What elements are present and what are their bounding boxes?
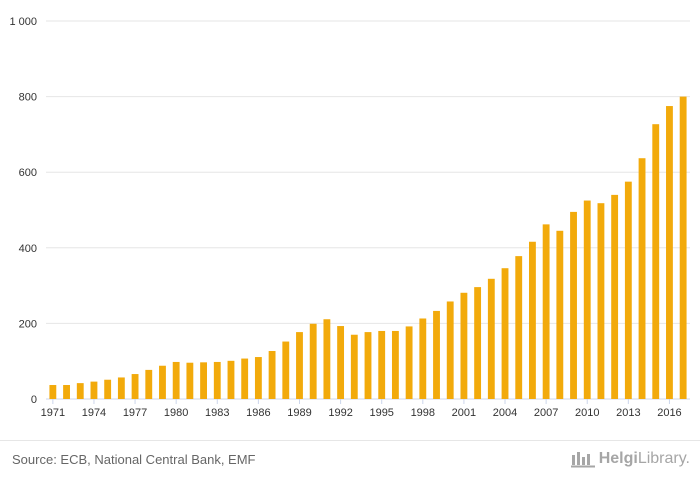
y-tick-label: 600 xyxy=(19,167,37,179)
bar-1975[interactable] xyxy=(104,379,112,399)
bar-1987[interactable] xyxy=(268,350,276,399)
x-tick-label: 1992 xyxy=(328,407,352,419)
x-tick-label: 2004 xyxy=(493,407,517,419)
bar-2006[interactable] xyxy=(529,241,536,399)
bar-1998[interactable] xyxy=(419,318,427,399)
bar-chart: 0 200 400 600 800 1 000 1971 1974 1977 1980 1983 19… xyxy=(9,16,690,419)
bar-2004[interactable] xyxy=(501,268,509,399)
x-tick-label: 1980 xyxy=(164,407,188,419)
bar-2002[interactable] xyxy=(474,287,482,399)
bar-2014[interactable] xyxy=(638,158,646,399)
y-tick-label: 0 xyxy=(31,394,37,406)
bar-1976[interactable] xyxy=(117,377,125,399)
y-tick-label: 200 xyxy=(19,318,37,330)
x-tick-label: 2010 xyxy=(575,407,599,419)
bar-1995[interactable] xyxy=(378,330,386,399)
y-tick-label: 400 xyxy=(19,243,37,255)
chart-footer: Source: ECB, National Central Bank, EMF … xyxy=(0,440,700,484)
bar-1978[interactable] xyxy=(145,369,153,399)
bar-1977[interactable] xyxy=(131,374,139,399)
bar-1971[interactable] xyxy=(49,385,57,399)
x-tick-label: 1977 xyxy=(123,407,147,419)
bar-1985[interactable] xyxy=(241,358,249,399)
bar-1973[interactable] xyxy=(76,383,84,399)
bar-1997[interactable] xyxy=(405,326,413,399)
x-tick-label: 1998 xyxy=(411,407,435,419)
library-icon xyxy=(570,452,595,468)
x-tick-label: 2007 xyxy=(534,407,558,419)
bar-1989[interactable] xyxy=(296,332,303,399)
bar-1991[interactable] xyxy=(323,319,331,399)
bar-1992[interactable] xyxy=(337,326,345,399)
bar-1986[interactable] xyxy=(254,357,262,399)
bar-2017[interactable] xyxy=(679,96,687,399)
y-tick-label: 1 000 xyxy=(9,16,37,28)
x-tick-label: 1983 xyxy=(205,407,229,419)
bar-2009[interactable] xyxy=(570,211,577,399)
x-tick-label: 1974 xyxy=(82,407,106,419)
x-tick-label: 2013 xyxy=(616,407,640,419)
x-tick-label: 1989 xyxy=(287,407,311,419)
brand-sub: Library. xyxy=(637,450,690,467)
bar-1974[interactable] xyxy=(90,381,98,399)
bar-1982[interactable] xyxy=(200,362,207,399)
x-tick-label: 1986 xyxy=(246,407,270,419)
bar-1988[interactable] xyxy=(282,341,290,399)
bar-2000[interactable] xyxy=(446,301,454,399)
y-tick-label: 800 xyxy=(19,92,37,104)
x-tick-label: 1971 xyxy=(41,407,65,419)
bar-1984[interactable] xyxy=(227,360,235,399)
brand-main: Helgi xyxy=(598,450,638,467)
bar-2010[interactable] xyxy=(583,200,591,399)
source-note: Source: ECB, National Central Bank, EMF xyxy=(12,452,256,467)
bar-1999[interactable] xyxy=(433,310,440,399)
bar-1996[interactable] xyxy=(391,330,399,399)
bar-2012[interactable] xyxy=(611,194,619,399)
bar-2001[interactable] xyxy=(460,292,468,399)
bar-2003[interactable] xyxy=(487,278,495,399)
bar-2013[interactable] xyxy=(624,181,632,399)
bar-1993[interactable] xyxy=(350,334,358,399)
bar-2008[interactable] xyxy=(556,230,564,399)
x-tick-label: 2001 xyxy=(452,407,476,419)
bar-2005[interactable] xyxy=(515,256,523,399)
bar-1981[interactable] xyxy=(186,362,194,399)
bar-2016[interactable] xyxy=(666,106,673,400)
bar-2011[interactable] xyxy=(597,203,605,399)
bar-1983[interactable] xyxy=(213,361,221,399)
bar-2007[interactable] xyxy=(542,224,550,399)
x-tick-label: 1995 xyxy=(369,407,393,419)
bar-1972[interactable] xyxy=(63,385,70,399)
bar-1994[interactable] xyxy=(364,332,372,399)
bar-2015[interactable] xyxy=(652,124,660,399)
bar-1980[interactable] xyxy=(172,361,180,399)
brand-text: HelgiLibrary. xyxy=(599,450,690,468)
bar-1979[interactable] xyxy=(159,365,166,399)
x-tick-label: 2016 xyxy=(657,407,681,419)
bar-1990[interactable] xyxy=(309,323,317,399)
helgi-library-logo[interactable]: HelgiLibrary. xyxy=(570,450,690,468)
